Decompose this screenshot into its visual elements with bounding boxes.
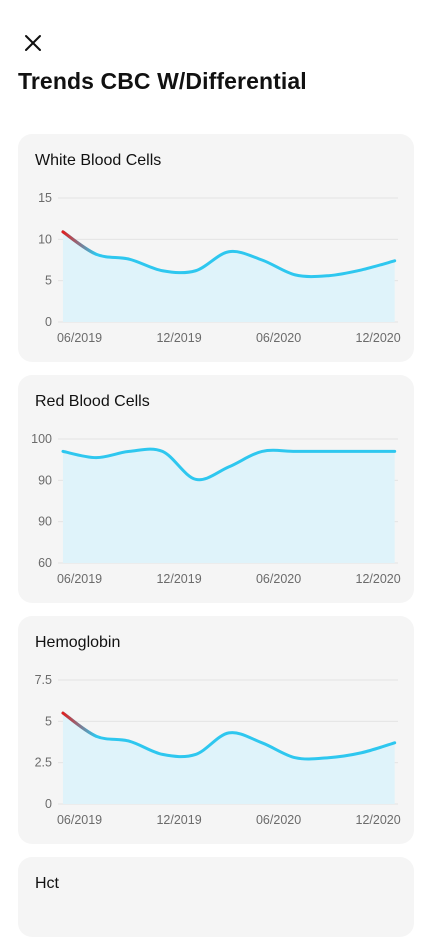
red-blood-cells-chart: 60 90 90 100 06/2019 12/2019 06/2020 12/2020 xyxy=(31,432,401,586)
x-tick-label: 06/2020 xyxy=(256,813,301,827)
x-tick-label: 12/2020 xyxy=(356,572,401,586)
area-fill xyxy=(62,231,395,322)
chart-card-white-blood-cells[interactable]: White Blood Cells 0 5 10 15 06/2019 12/2019 06… xyxy=(18,134,414,362)
chart-card-red-blood-cells[interactable]: Red Blood Cells 60 90 90 100 06/2019 12/2019 0… xyxy=(18,375,414,603)
chart-title: White Blood Cells xyxy=(35,152,162,169)
y-tick-label: 5 xyxy=(45,714,52,728)
x-tick-label: 06/2019 xyxy=(57,813,102,827)
series-line xyxy=(61,711,397,761)
white-blood-cells-chart: 0 5 10 15 06/2019 12/2019 06/2020 12/2020 xyxy=(38,191,401,345)
x-tick-label: 06/2020 xyxy=(256,572,301,586)
close-icon xyxy=(25,35,41,51)
y-tick-label: 60 xyxy=(38,556,52,570)
area-fill xyxy=(62,449,395,563)
chart-card-hct[interactable]: Hct xyxy=(18,857,414,937)
y-tick-label: 5 xyxy=(45,274,52,288)
x-tick-label: 06/2019 xyxy=(57,572,102,586)
chart-card-hemoglobin[interactable]: Hemoglobin 0 2.5 5 7.5 06/2019 12/2019 06/2020… xyxy=(18,616,414,844)
y-tick-label: 10 xyxy=(38,232,52,246)
y-tick-label: 0 xyxy=(45,797,52,811)
series-line xyxy=(61,447,397,482)
x-tick-label: 12/2019 xyxy=(156,813,201,827)
x-tick-label: 06/2019 xyxy=(57,331,102,345)
y-tick-label: 2.5 xyxy=(35,756,52,770)
y-tick-label: 15 xyxy=(38,191,52,205)
x-tick-label: 06/2020 xyxy=(256,331,301,345)
highlight-segment xyxy=(61,711,98,738)
chart-title: Red Blood Cells xyxy=(35,393,150,410)
series-line xyxy=(61,230,397,279)
x-tick-label: 12/2019 xyxy=(156,331,201,345)
x-tick-label: 12/2020 xyxy=(356,813,401,827)
chart-title: Hemoglobin xyxy=(35,634,121,651)
chart-title: Hct xyxy=(35,875,59,892)
y-tick-label: 90 xyxy=(38,473,52,487)
x-tick-label: 12/2020 xyxy=(356,331,401,345)
hemoglobin-chart: 0 2.5 5 7.5 06/2019 12/2019 06/2020 12/2020 xyxy=(35,673,401,827)
y-tick-label: 90 xyxy=(38,515,52,529)
area-fill xyxy=(62,713,395,804)
page-title: Trends CBC W/Differential xyxy=(18,68,307,94)
highlight-segment xyxy=(61,230,98,256)
y-tick-label: 7.5 xyxy=(35,673,52,687)
close-button[interactable] xyxy=(20,30,46,56)
y-tick-label: 100 xyxy=(31,432,52,446)
y-tick-label: 0 xyxy=(45,315,52,329)
x-tick-label: 12/2019 xyxy=(156,572,201,586)
